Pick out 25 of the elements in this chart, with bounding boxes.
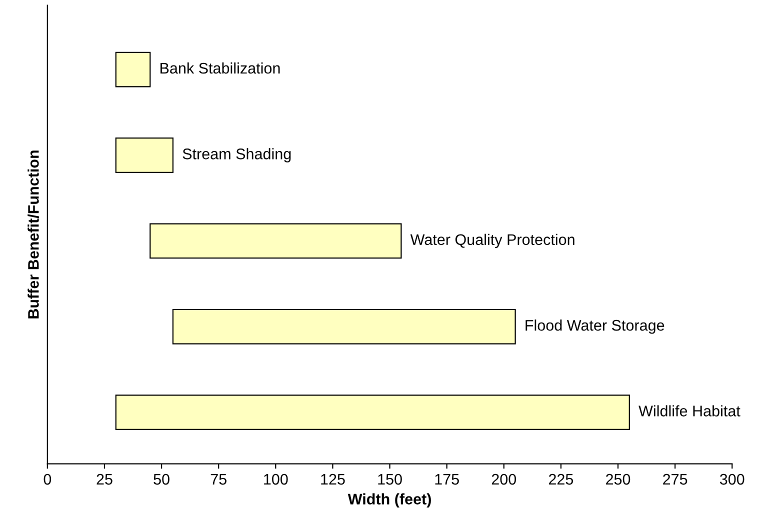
x-tick-label: 225: [548, 474, 574, 485]
bar: [115, 138, 174, 173]
x-tick-label: 275: [663, 474, 688, 485]
bar: [150, 223, 402, 259]
x-tick-label: 175: [435, 474, 459, 485]
x-tick-label: 300: [720, 474, 744, 485]
x-tick-label: 25: [96, 474, 112, 485]
bar: [115, 52, 151, 88]
y-tick-label: Flood Water Storage: [526, 320, 664, 334]
y-tick-label: Bank Stabilization: [160, 62, 280, 74]
x-tick-label: 75: [210, 474, 226, 485]
y-tick-label: Water Quality Protection: [410, 234, 574, 248]
y-axis-title: Buffer Benefit/Function: [28, 150, 40, 318]
x-tick-label: 0: [44, 474, 52, 485]
bar: [172, 308, 516, 344]
x-tick-label: 200: [492, 474, 516, 485]
x-tick-label: 50: [154, 474, 170, 485]
x-axis-title: Width (feet): [348, 493, 431, 508]
y-tick-label: Wildlife Habitat: [638, 405, 740, 416]
x-tick-label: 250: [606, 474, 630, 485]
x-tick-label: 100: [264, 474, 288, 485]
y-tick-label: Stream Shading: [182, 148, 291, 162]
bar: [115, 394, 630, 430]
x-tick-label: 125: [321, 474, 345, 485]
x-tick-label: 150: [378, 474, 402, 485]
